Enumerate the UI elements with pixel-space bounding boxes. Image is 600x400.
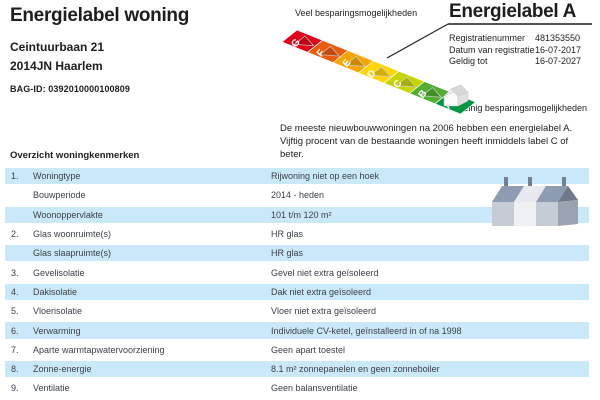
energy-label-grade-title: Energielabel A [449, 1, 577, 22]
table-row: Woonoppervlakte 101 t/m 120 m² [5, 206, 589, 223]
energy-scale-ribbon: G F E D C B A [281, 29, 477, 115]
table-row: 8. Zonne-energie 8.1 m² zonnepanelen en … [5, 360, 589, 378]
page-title: Energielabel woning [10, 5, 190, 26]
row-label: Woningtype [33, 171, 81, 182]
registration-row: Datum van registratie 16-07-2017 [449, 45, 595, 57]
row-label: Woonoppervlakte [33, 209, 103, 220]
registration-row-label: Datum van registratie [449, 44, 535, 55]
row-number: 8. [11, 364, 19, 375]
table-row: 9. Ventilatie Geen balansventilatie [5, 380, 589, 397]
scale-arrow-f [318, 45, 341, 57]
row-label: Glas slaapruimte(s) [33, 248, 112, 259]
scale-arrow-g [293, 35, 315, 47]
address-street: Ceintuurbaan 21 [10, 40, 105, 54]
dwelling-characteristics-table: 1. Woningtype Rijwoning niet op een hoek… [5, 168, 589, 400]
row-value: Rijwoning niet op een hoek [271, 171, 380, 182]
savings-note-bottom: Weinig besparingsmogelijkheden [455, 103, 587, 113]
row-value: Individuele CV-ketel, geïnstalleerd in o… [271, 325, 462, 336]
registration-block: Energielabel A Registratienummer 4813535… [449, 1, 595, 68]
row-number: 4. [11, 286, 19, 297]
table-row: 1. Woningtype Rijwoning niet op een hoek [5, 168, 589, 185]
scale-arrow-e [344, 56, 366, 67]
registration-row-label: Geldig tot [449, 56, 488, 66]
row-label: Dakisolatie [33, 286, 78, 297]
bag-id: BAG-ID: 0392010000100809 [10, 84, 130, 94]
scale-arrow-d [369, 66, 392, 78]
registration-row: Registratienummer 481353550 [449, 33, 595, 45]
scale-arrow-c [395, 76, 417, 88]
table-heading: Overzicht woningkenmerken [10, 150, 140, 161]
row-number: 2. [11, 229, 19, 240]
table-row: 5. Vloerisolatie Vloer niet extra geïsol… [5, 303, 589, 320]
row-value: HR glas [271, 248, 304, 259]
row-number: 6. [11, 325, 19, 336]
row-value: Dak niet extra geïsoleerd [271, 286, 372, 297]
registration-row-value: 16-07-2017 [535, 44, 582, 55]
row-label: Gevelisolatie [33, 267, 85, 278]
registration-row-value: 16-07-2027 [535, 56, 582, 66]
table-row: Bouwperiode 2014 - heden [5, 187, 589, 204]
table-row: 4. Dakisolatie Dak niet extra geïsoleerd [5, 283, 589, 301]
row-number: 1. [11, 171, 19, 182]
row-label: Vloerisolatie [33, 306, 83, 317]
scale-letter-f: F [315, 48, 327, 60]
table-row: Glas slaapruimte(s) HR glas [5, 245, 589, 262]
registration-rows: Registratienummer 481353550 Datum van re… [449, 33, 595, 68]
row-value: Vloer niet extra geïsoleerd [271, 306, 377, 317]
row-label: Glas woonruimte(s) [33, 229, 112, 240]
table-row: 3. Gevelisolatie Gevel niet extra geïsol… [5, 264, 589, 281]
row-number: 9. [11, 383, 19, 394]
row-house-illustration [492, 177, 578, 226]
document-header: Energielabel woning Ceintuurbaan 21 2014… [10, 5, 189, 94]
row-value: 8.1 m² zonnepanelen en geen zonneboiler [271, 364, 440, 375]
table-row: 6. Verwarming Individuele CV-ketel, geïn… [5, 322, 589, 339]
row-value: Gevel niet extra geïsoleerd [271, 267, 379, 278]
row-label: Bouwperiode [33, 190, 86, 201]
table-row: 7. Aparte warmtapwatervoorziening Geen a… [5, 341, 589, 358]
registration-row-value: 481353550 [535, 33, 581, 43]
row-value: 2014 - heden [271, 190, 325, 201]
row-value: Geen balansventilatie [271, 383, 358, 394]
row-number: 5. [11, 306, 19, 317]
registration-row: Geldig tot 16-07-2027 [449, 56, 595, 68]
address-city: 2014JN Haarlem [10, 59, 103, 73]
row-value: 101 t/m 120 m² [271, 209, 332, 220]
savings-note-top: Veel besparingsmogelijkheden [295, 8, 418, 18]
row-label: Aparte warmtapwatervoorziening [33, 344, 165, 355]
row-label: Zonne-energie [33, 364, 92, 375]
row-number: 7. [11, 344, 19, 355]
label-a-house-icon [443, 84, 469, 107]
row-value: HR glas [271, 229, 304, 240]
registration-row-label: Registratienummer [449, 33, 526, 43]
row-label: Verwarming [33, 325, 81, 336]
intro-paragraph: De meeste nieuwbouwwoningen na 2006 hebb… [280, 123, 573, 160]
row-value: Geen apart toestel [271, 344, 346, 355]
row-label: Ventilatie [33, 383, 70, 394]
table-row: 2. Glas woonruimte(s) HR glas [5, 225, 589, 243]
scale-arrow-b [420, 86, 443, 98]
row-number: 3. [11, 267, 19, 278]
